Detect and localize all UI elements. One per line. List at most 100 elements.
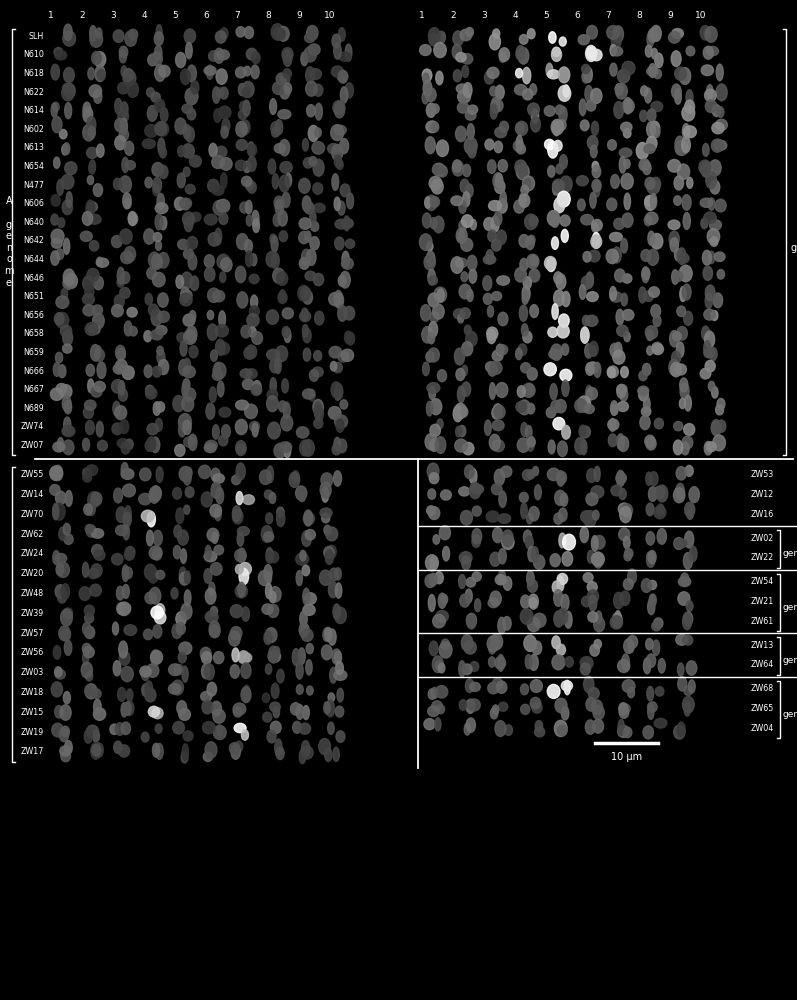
Ellipse shape [433,216,444,233]
Ellipse shape [529,506,539,521]
Ellipse shape [552,304,558,319]
Ellipse shape [642,161,651,175]
Ellipse shape [233,506,241,521]
Ellipse shape [483,276,492,291]
Ellipse shape [89,85,102,98]
Ellipse shape [232,648,239,662]
Ellipse shape [497,230,506,244]
Ellipse shape [62,200,73,215]
Ellipse shape [459,200,466,213]
Ellipse shape [438,31,446,43]
Ellipse shape [684,701,690,716]
Text: N602: N602 [23,125,44,134]
Ellipse shape [427,383,440,393]
Ellipse shape [610,287,616,300]
Ellipse shape [441,639,450,650]
Ellipse shape [500,191,506,208]
Ellipse shape [621,174,634,189]
Ellipse shape [714,140,727,150]
Ellipse shape [454,403,466,419]
Ellipse shape [117,267,124,284]
Ellipse shape [64,68,74,83]
Ellipse shape [653,127,660,138]
Ellipse shape [93,708,106,720]
Ellipse shape [143,139,155,149]
Ellipse shape [614,611,621,627]
Ellipse shape [425,574,436,588]
Ellipse shape [183,388,196,402]
Ellipse shape [238,582,245,597]
Ellipse shape [303,389,315,399]
Ellipse shape [335,607,347,624]
Ellipse shape [705,89,717,101]
Ellipse shape [299,231,309,244]
Ellipse shape [587,136,598,150]
Ellipse shape [57,218,65,228]
Ellipse shape [205,664,214,680]
Ellipse shape [304,202,314,214]
Ellipse shape [168,684,181,694]
Ellipse shape [63,31,76,46]
Ellipse shape [472,535,481,547]
Ellipse shape [703,46,713,59]
Ellipse shape [556,164,563,174]
Ellipse shape [643,658,651,674]
Ellipse shape [529,269,540,282]
Ellipse shape [712,387,718,398]
Ellipse shape [179,709,190,720]
Ellipse shape [535,721,543,731]
Ellipse shape [527,514,532,524]
Ellipse shape [209,621,220,638]
Ellipse shape [341,349,354,361]
Ellipse shape [209,143,217,157]
Ellipse shape [645,195,656,206]
Ellipse shape [171,588,178,599]
Ellipse shape [647,180,660,194]
Ellipse shape [307,105,316,117]
Ellipse shape [522,292,528,304]
Ellipse shape [717,398,725,410]
Ellipse shape [559,106,567,122]
Ellipse shape [646,532,654,545]
Ellipse shape [305,81,317,96]
Ellipse shape [554,198,565,213]
Ellipse shape [550,211,559,227]
Ellipse shape [94,743,104,757]
Ellipse shape [304,158,313,168]
Ellipse shape [110,724,119,734]
Ellipse shape [296,427,308,438]
Ellipse shape [245,404,257,419]
Ellipse shape [613,26,623,43]
Ellipse shape [315,406,324,421]
Ellipse shape [465,589,473,603]
Ellipse shape [57,562,69,577]
Ellipse shape [181,287,190,303]
Ellipse shape [586,100,596,111]
Ellipse shape [430,573,437,586]
Ellipse shape [219,311,226,327]
Ellipse shape [84,286,94,297]
Ellipse shape [202,722,215,734]
Ellipse shape [645,196,655,210]
Ellipse shape [258,570,270,586]
Ellipse shape [642,579,651,592]
Ellipse shape [591,88,602,104]
Ellipse shape [607,140,616,150]
Ellipse shape [453,31,464,46]
Ellipse shape [174,525,182,538]
Ellipse shape [503,617,511,630]
Ellipse shape [177,333,186,342]
Ellipse shape [611,34,621,48]
Ellipse shape [422,91,429,104]
Ellipse shape [527,368,537,380]
Ellipse shape [684,686,693,695]
Ellipse shape [648,231,654,245]
Ellipse shape [296,685,304,694]
Ellipse shape [151,52,163,65]
Ellipse shape [284,83,292,94]
Ellipse shape [650,121,660,136]
Ellipse shape [302,531,312,546]
Ellipse shape [332,174,339,190]
Ellipse shape [151,309,162,326]
Ellipse shape [155,604,165,617]
